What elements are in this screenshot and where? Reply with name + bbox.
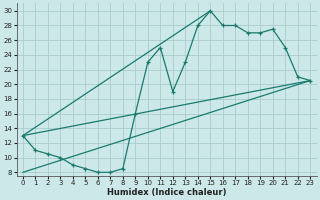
X-axis label: Humidex (Indice chaleur): Humidex (Indice chaleur) xyxy=(107,188,226,197)
